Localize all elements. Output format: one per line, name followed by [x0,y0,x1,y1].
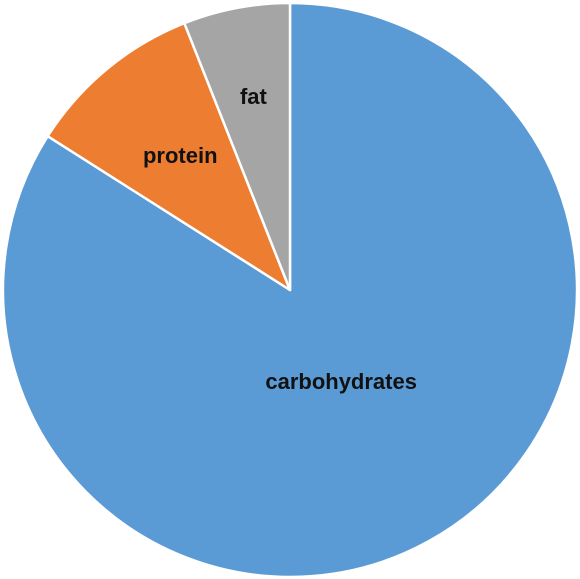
pie-slice-protein [46,21,292,292]
pie-label-carbohydrates: carbohydrates [265,369,417,394]
pie-slice-fat [183,1,292,292]
pie-labels: carbohydrates protein fat [143,84,417,394]
pie-label-fat: fat [240,84,268,109]
pie-label-protein: protein [143,143,218,168]
